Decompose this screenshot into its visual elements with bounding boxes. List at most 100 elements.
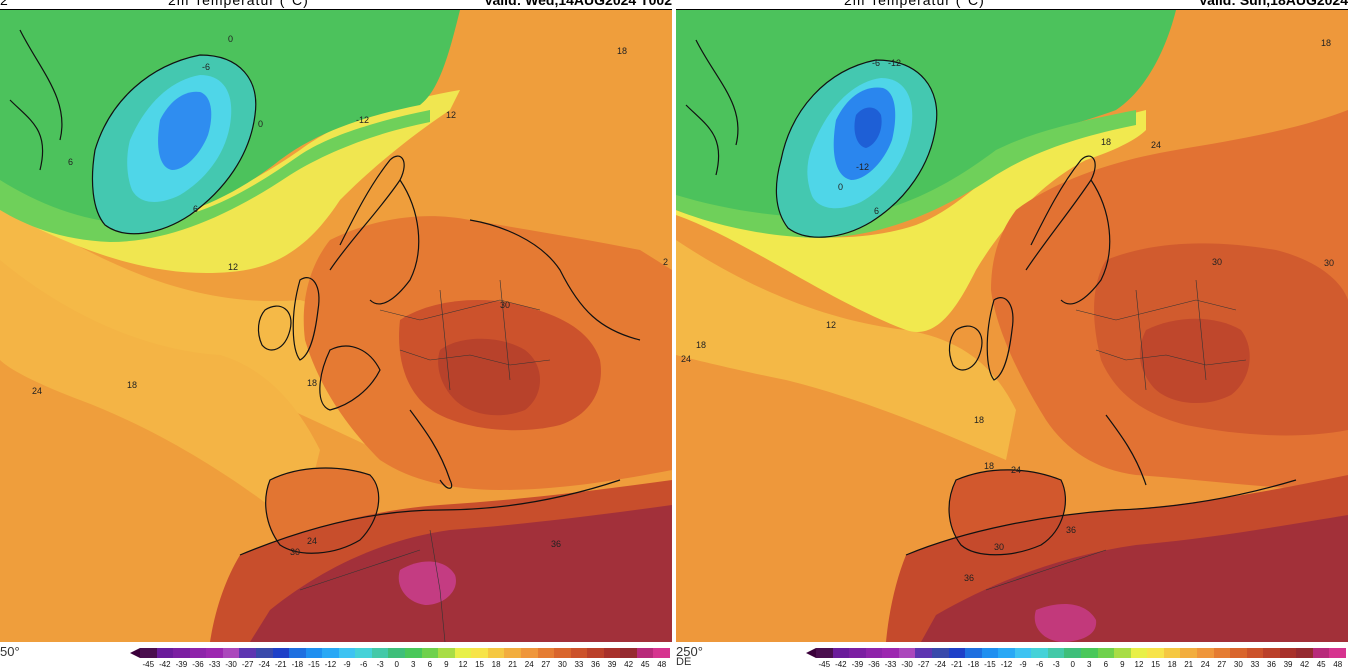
contour-label: 18 [984,461,994,471]
colorbar-swatch [1296,648,1313,658]
contour-label: 0 [258,119,263,129]
colorbar-tick-label: 18 [491,660,501,669]
colorbar-swatch [156,648,174,658]
colorbar-tick-label: -39 [851,660,864,669]
colorbar-tick-label: 9 [1120,660,1125,669]
valid-time: Valid: Wed,14AUG2024 T002 [483,0,672,8]
contour-label: 6 [193,204,198,214]
greenland-deep [854,107,882,148]
contour-label: 6 [68,157,73,167]
contour-label: 18 [617,46,627,56]
colorbar-swatch [1196,648,1214,658]
colorbar-swatch [587,648,604,658]
colorbar-swatch [371,648,389,658]
colorbar-tick-label: -21 [275,660,287,669]
colorbar-swatch [636,648,654,658]
colorbar-swatch [1213,648,1231,658]
colorbar-tick-label: -24 [934,660,946,669]
colorbar-tick-label: 21 [1184,660,1194,669]
colorbar-tick-label: 42 [1300,660,1310,669]
colorbar-tick-label: 33 [1250,660,1260,669]
contour-labels: -12 -6 -12 0 6 18 24 18 24 12 18 18 24 3… [681,38,1334,583]
colorbar-tick-label: 0 [1070,660,1075,669]
contour-label: 18 [307,378,317,388]
contour-label: 18 [1321,38,1331,48]
contour-label: 0 [228,34,233,44]
contour-labels: 0 -6 0 6 6 -12 12 12 18 24 18 30 30 24 3… [32,34,668,557]
contour-label: -12 [888,58,901,68]
colorbar-strip [816,648,1346,658]
panel-divider [672,0,676,672]
colorbar: 50° -45 -42 -39 -36 -33 -30 -27 -24 -21 -18 -15 -12… [0,642,672,672]
colorbar-tick-label: -42 [159,660,171,669]
colorbar-swatch [1097,648,1115,658]
colorbar-tick-label: 3 [411,660,416,669]
colorbar-swatch [239,648,256,658]
ocean-mid-band [676,240,1016,460]
contour-label: 0 [838,182,843,192]
colorbar-swatch [816,648,833,658]
colorbar-swatch [1329,648,1346,658]
colorbar-tick-label: -39 [175,660,188,669]
colorbar-swatch [931,648,949,658]
colorbar-swatch [1114,648,1131,658]
colorbar-tick-label: -30 [225,660,237,669]
colorbar-tick-label: 48 [657,660,667,669]
colorbar-tick-label: -9 [343,660,351,669]
colorbar-tick-label: 42 [624,660,634,669]
contour-label: 12 [446,110,456,120]
colorbar-swatch [355,648,372,658]
colorbar-tick-label: 30 [557,660,567,669]
contour-label: -6 [202,62,210,72]
colorbar-tick-label: 39 [607,660,617,669]
map-panel-right: 2m Temperatur (°C) Valid: Sun,18AUG2024 [676,0,1348,672]
colorbar-tick-label: -45 [142,660,155,669]
colorbar-swatch [1312,648,1330,658]
colorbar-swatch [173,648,190,658]
valid-time: Valid: Sun,18AUG2024 [1198,0,1348,8]
colorbar-tick-label: 6 [1103,660,1109,669]
colorbar-tick-label: 30 [1233,660,1243,669]
colorbar-tick-label: -12 [324,660,337,669]
panel-header: 2m Temperatur (°C) Valid: Sun,18AUG2024 [676,0,1348,10]
colorbar-swatch [915,648,932,658]
colorbar-swatch [1014,648,1032,658]
colorbar-tick-label: -3 [1052,660,1060,669]
colorbar-tick-label: 33 [574,660,584,669]
colorbar-swatch [998,648,1015,658]
contour-label: 36 [551,539,561,549]
colorbar-swatch [981,648,999,658]
colorbar-tick-label: 27 [1217,660,1227,669]
colorbar-tick-label: -33 [208,660,221,669]
coastlines [9,29,641,556]
coastlines [685,39,1297,556]
ocean-cool-band [676,110,1146,332]
contour-label: 12 [228,262,238,272]
colorbar-tick-label: -33 [884,660,897,669]
colorbar-tick-label: 36 [591,660,600,669]
colorbar-tick-label: 15 [475,660,484,669]
colorbar-tick-label: -21 [951,660,963,669]
colorbar-tick-label: -15 [308,660,320,669]
map-panel-left: 2 2m Temperatur (°C) Valid: Wed,14AUG202… [0,0,672,672]
colorbar-swatch [849,648,866,658]
colorbar-tick-label: 36 [1267,660,1276,669]
colorbar-tick-label: -30 [901,660,913,669]
colorbar-tick-label: 45 [640,660,650,669]
balkans-very-hot [438,338,540,416]
colorbar-swatch [1147,648,1164,658]
temperature-map-right: -12 -6 -12 0 6 18 24 18 24 12 18 18 24 3… [676,10,1348,642]
colorbar-swatch [570,648,588,658]
colorbar-swatch [1180,648,1197,658]
colorbar-tick-label: -3 [376,660,384,669]
colorbar-swatch [338,648,356,658]
colorbar-strip [140,648,670,658]
colorbar-swatch [206,648,223,658]
colorbar-swatch [554,648,571,658]
corner-label: 250° [676,644,703,659]
colorbar-swatch [865,648,883,658]
colorbar-swatch [537,648,555,658]
colorbar-tick-label: -6 [360,660,368,669]
contour-label: 30 [1324,258,1334,268]
